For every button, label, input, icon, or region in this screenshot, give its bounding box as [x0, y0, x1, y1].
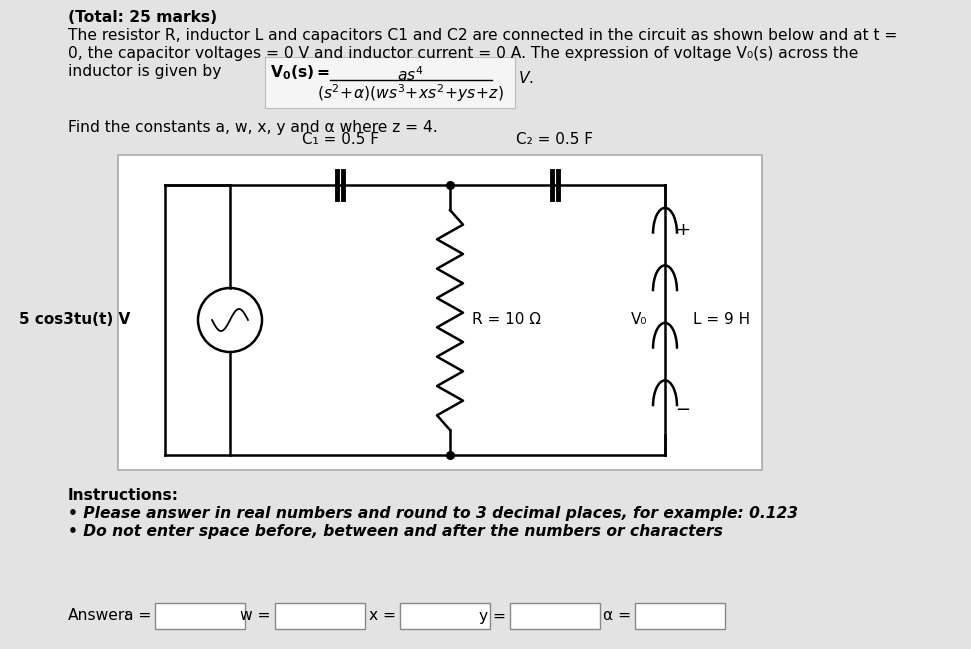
Text: (Total: 25 marks): (Total: 25 marks) [68, 10, 218, 25]
Text: $(s^2\!+\!\alpha)(ws^3\!+\!xs^2\!+\!ys\!+\!z)$: $(s^2\!+\!\alpha)(ws^3\!+\!xs^2\!+\!ys\!… [317, 82, 503, 104]
Bar [510, 603, 600, 629]
Text: L = 9 H: L = 9 H [693, 313, 751, 328]
Text: $\mathbf{V_0}$$\mathbf{(s) =}$: $\mathbf{V_0}$$\mathbf{(s) =}$ [270, 63, 330, 82]
Text: The resistor R, inductor L and capacitors C1 and C2 are connected in the circuit: The resistor R, inductor L and capacitor… [68, 28, 897, 43]
Text: $as^4$: $as^4$ [397, 65, 423, 84]
Text: 5 cos3tu(t) V: 5 cos3tu(t) V [18, 313, 130, 328]
Text: w =: w = [241, 609, 271, 624]
Text: a =: a = [123, 609, 151, 624]
Bar [155, 603, 245, 629]
Text: • Please answer in real numbers and round to 3 decimal places, for example: 0.12: • Please answer in real numbers and roun… [68, 506, 798, 521]
Text: C₂ = 0.5 F: C₂ = 0.5 F [517, 132, 593, 147]
Bar [118, 155, 762, 470]
Text: α =: α = [603, 609, 631, 624]
Bar [400, 603, 490, 629]
Text: R = 10 Ω: R = 10 Ω [472, 313, 541, 328]
Text: Find the constants a, w, x, y and α where z = 4.: Find the constants a, w, x, y and α wher… [68, 120, 438, 135]
Text: Answer:: Answer: [68, 609, 130, 624]
Text: Instructions:: Instructions: [68, 488, 179, 503]
Text: y =: y = [479, 609, 506, 624]
Text: x =: x = [369, 609, 396, 624]
Text: +: + [675, 221, 690, 239]
Text: −: − [675, 401, 690, 419]
Text: 0, the capacitor voltages = 0 V and inductor current = 0 A. The expression of vo: 0, the capacitor voltages = 0 V and indu… [68, 46, 858, 61]
Bar [635, 603, 725, 629]
Text: C₁ = 0.5 F: C₁ = 0.5 F [302, 132, 379, 147]
Text: V₀: V₀ [630, 313, 647, 328]
Bar [265, 57, 515, 108]
Text: • Do not enter space before, between and after the numbers or characters: • Do not enter space before, between and… [68, 524, 722, 539]
Text: $V.$: $V.$ [518, 70, 534, 86]
Bar [275, 603, 365, 629]
Text: inductor is given by: inductor is given by [68, 64, 221, 79]
